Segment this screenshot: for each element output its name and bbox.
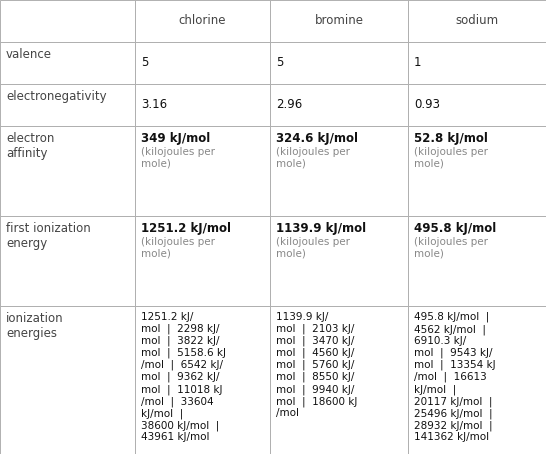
Text: ionization
energies: ionization energies bbox=[6, 312, 64, 340]
Text: 2.96: 2.96 bbox=[276, 99, 302, 112]
Text: (kilojoules per
mole): (kilojoules per mole) bbox=[141, 148, 215, 169]
Bar bbox=[408, 42, 546, 84]
Text: (kilojoules per
mole): (kilojoules per mole) bbox=[276, 148, 350, 169]
Bar bbox=[135, 42, 270, 84]
Text: 495.8 kJ/mol  |
4562 kJ/mol  |
6910.3 kJ/
mol  |  9543 kJ/
mol  |  13354 kJ
/mol: 495.8 kJ/mol | 4562 kJ/mol | 6910.3 kJ/ … bbox=[414, 312, 496, 443]
Text: (kilojoules per
mole): (kilojoules per mole) bbox=[276, 237, 350, 259]
Text: (kilojoules per
mole): (kilojoules per mole) bbox=[414, 237, 488, 259]
Text: electronegativity: electronegativity bbox=[6, 90, 106, 103]
Bar bbox=[0, 0, 135, 42]
Bar bbox=[408, 0, 546, 42]
Bar bbox=[408, 306, 546, 454]
Bar bbox=[135, 0, 270, 42]
Bar bbox=[135, 84, 270, 126]
Bar bbox=[0, 42, 135, 84]
Text: 1251.2 kJ/
mol  |  2298 kJ/
mol  |  3822 kJ/
mol  |  5158.6 kJ
/mol  |  6542 kJ/: 1251.2 kJ/ mol | 2298 kJ/ mol | 3822 kJ/… bbox=[141, 312, 226, 443]
Text: 1139.9 kJ/
mol  |  2103 kJ/
mol  |  3470 kJ/
mol  |  4560 kJ/
mol  |  5760 kJ/
m: 1139.9 kJ/ mol | 2103 kJ/ mol | 3470 kJ/… bbox=[276, 312, 358, 418]
Text: sodium: sodium bbox=[455, 15, 498, 28]
Text: bromine: bromine bbox=[314, 15, 364, 28]
Text: electron
affinity: electron affinity bbox=[6, 132, 55, 160]
Text: (kilojoules per
mole): (kilojoules per mole) bbox=[141, 237, 215, 259]
Text: 0.93: 0.93 bbox=[414, 99, 440, 112]
Bar bbox=[270, 84, 408, 126]
Text: 52.8 kJ/mol: 52.8 kJ/mol bbox=[414, 132, 488, 145]
Bar bbox=[0, 306, 135, 454]
Bar bbox=[408, 216, 546, 306]
Text: 1: 1 bbox=[414, 56, 422, 69]
Bar bbox=[135, 126, 270, 216]
Text: valence: valence bbox=[6, 48, 52, 61]
Text: 495.8 kJ/mol: 495.8 kJ/mol bbox=[414, 222, 496, 235]
Bar bbox=[135, 216, 270, 306]
Bar bbox=[0, 126, 135, 216]
Bar bbox=[270, 306, 408, 454]
Text: 5: 5 bbox=[276, 56, 283, 69]
Text: chlorine: chlorine bbox=[179, 15, 226, 28]
Bar bbox=[0, 84, 135, 126]
Bar bbox=[408, 126, 546, 216]
Bar bbox=[270, 0, 408, 42]
Text: 1139.9 kJ/mol: 1139.9 kJ/mol bbox=[276, 222, 366, 235]
Text: 3.16: 3.16 bbox=[141, 99, 167, 112]
Bar bbox=[270, 42, 408, 84]
Bar bbox=[408, 84, 546, 126]
Text: 1251.2 kJ/mol: 1251.2 kJ/mol bbox=[141, 222, 231, 235]
Bar bbox=[135, 306, 270, 454]
Bar bbox=[270, 216, 408, 306]
Text: 349 kJ/mol: 349 kJ/mol bbox=[141, 132, 210, 145]
Text: first ionization
energy: first ionization energy bbox=[6, 222, 91, 250]
Text: 5: 5 bbox=[141, 56, 149, 69]
Text: (kilojoules per
mole): (kilojoules per mole) bbox=[414, 148, 488, 169]
Text: 324.6 kJ/mol: 324.6 kJ/mol bbox=[276, 132, 358, 145]
Bar bbox=[0, 216, 135, 306]
Bar bbox=[270, 126, 408, 216]
